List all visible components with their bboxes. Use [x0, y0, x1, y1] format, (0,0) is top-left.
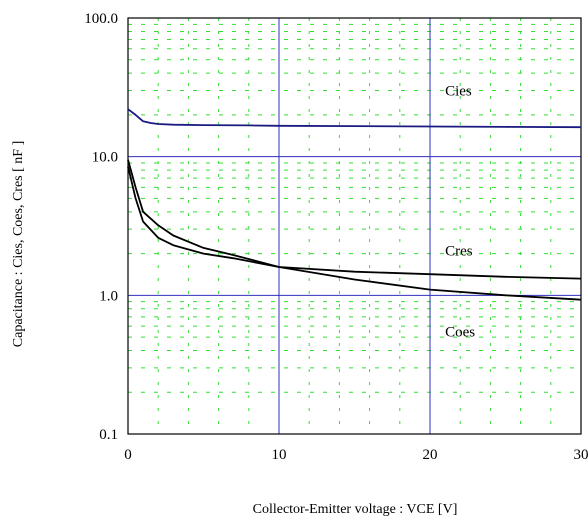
x-tick-label: 30 — [574, 447, 588, 463]
x-tick-label: 10 — [272, 447, 287, 463]
y-tick-label: 1.0 — [99, 288, 118, 304]
series-label-cies: Cies — [445, 84, 472, 100]
tick-labels: 0.1 1.0 10.0 100.0 0 10 20 30 — [84, 11, 588, 463]
series-label-cres: Cres — [445, 244, 473, 260]
y-tick-label: 0.1 — [99, 427, 118, 443]
x-tick-label: 20 — [423, 447, 438, 463]
series-annotations: Cies Cres Coes — [445, 84, 475, 341]
series-layer — [127, 108, 582, 301]
series-line-coes — [127, 166, 582, 301]
minor-grid — [128, 18, 581, 434]
plot-frame — [127, 17, 582, 435]
series-line-cies — [127, 108, 582, 129]
major-grid — [128, 18, 581, 434]
series-label-coes: Coes — [445, 324, 475, 340]
y-axis-label: Capacitance : Cies, Coes, Cres [ nF ] — [11, 141, 26, 347]
y-tick-label: 10.0 — [92, 150, 118, 166]
x-axis-label: Collector-Emitter voltage : VCE [V] — [253, 502, 458, 517]
x-tick-label: 0 — [124, 447, 132, 463]
y-tick-label: 100.0 — [84, 11, 118, 27]
series-line-cres — [127, 159, 582, 280]
